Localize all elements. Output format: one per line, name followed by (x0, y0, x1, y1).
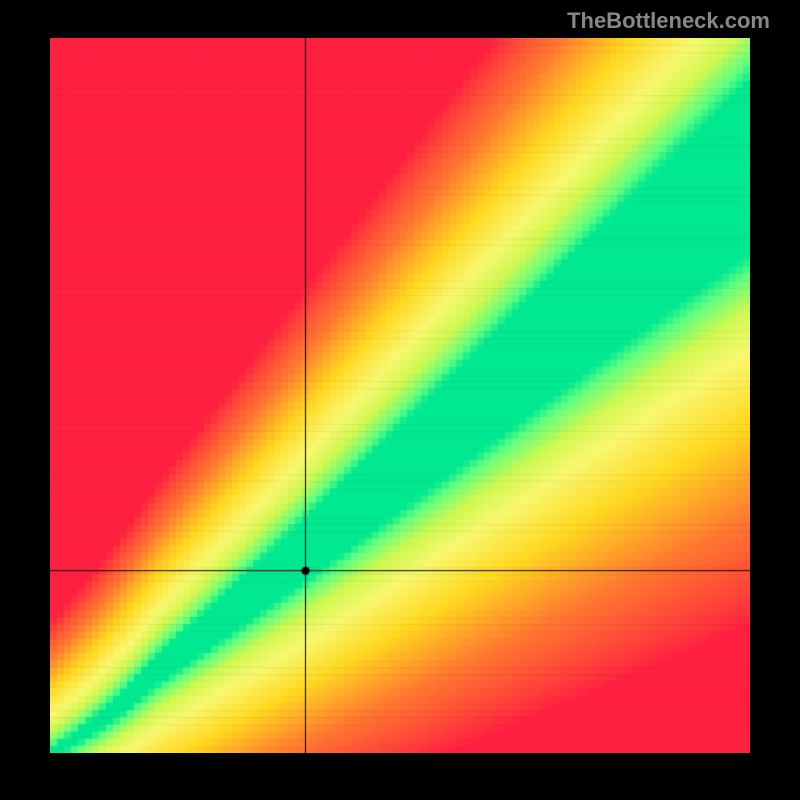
heatmap-canvas (50, 38, 750, 753)
watermark-label: TheBottleneck.com (567, 8, 770, 34)
chart-container: TheBottleneck.com (0, 0, 800, 800)
bottleneck-heatmap (50, 38, 750, 753)
